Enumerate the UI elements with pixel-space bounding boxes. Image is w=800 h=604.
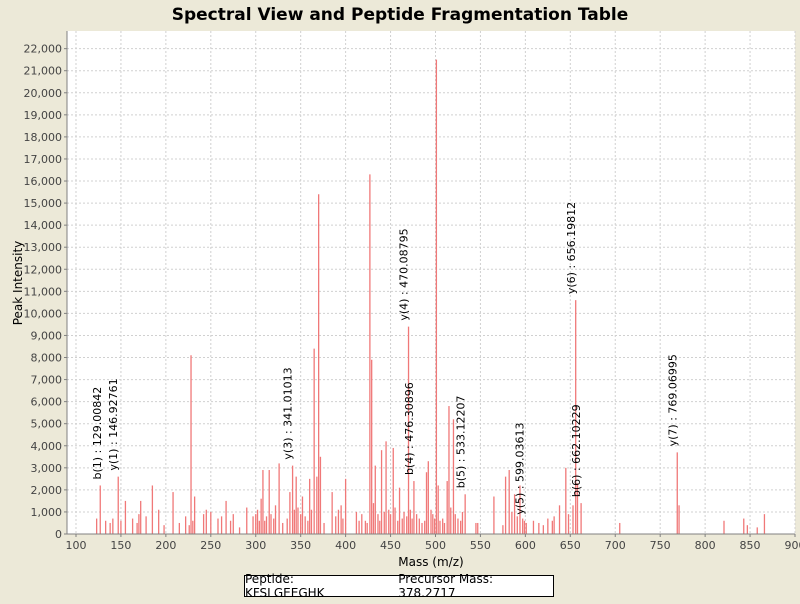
y-tick-label: 18,000 [24, 131, 63, 144]
peptide-label: Peptide: KFSLGEEGHK [245, 572, 376, 600]
peak-annotation: y(5) : 599.03613 [514, 422, 527, 514]
plot-area [67, 31, 795, 534]
x-tick-label: 900 [785, 539, 800, 552]
peak-annotation: b(4) : 476.30896 [403, 382, 416, 475]
y-tick-label: 15,000 [24, 197, 63, 210]
legend-box: Peptide: KFSLGEEGHK Precursor Mass: 378.… [244, 575, 554, 597]
peak-annotation: y(1) : 146.92761 [107, 378, 120, 470]
y-tick-label: 12,000 [24, 263, 63, 276]
y-tick-label: 7,000 [31, 374, 63, 387]
x-tick-label: 500 [425, 539, 446, 552]
y-tick-label: 11,000 [24, 285, 63, 298]
x-tick-label: 650 [560, 539, 581, 552]
x-tick-label: 750 [650, 539, 671, 552]
y-tick-label: 4,000 [31, 440, 63, 453]
x-tick-label: 450 [380, 539, 401, 552]
peak-annotation: y(6) : 656.19812 [565, 202, 578, 294]
x-tick-label: 350 [290, 539, 311, 552]
x-tick-label: 600 [515, 539, 536, 552]
y-tick-label: 20,000 [24, 87, 63, 100]
y-tick-label: 9,000 [31, 329, 63, 342]
x-axis-label: Mass (m/z) [398, 555, 463, 569]
y-tick-label: 6,000 [31, 396, 63, 409]
x-tick-label: 200 [155, 539, 176, 552]
y-tick-label: 10,000 [24, 307, 63, 320]
x-tick-label: 850 [740, 539, 761, 552]
y-tick-label: 14,000 [24, 219, 63, 232]
x-tick-label: 250 [200, 539, 221, 552]
y-tick-label: 17,000 [24, 153, 63, 166]
peak-annotation: b(1) : 129.00842 [91, 387, 104, 480]
y-tick-label: 0 [55, 528, 62, 541]
precursor-mass-label: Precursor Mass: 378.2717 [398, 572, 553, 600]
y-tick-label: 22,000 [24, 43, 63, 56]
chart-title: Spectral View and Peptide Fragmentation … [172, 5, 629, 25]
x-tick-label: 150 [110, 539, 131, 552]
peak-annotation: y(7) : 769.06995 [666, 354, 679, 446]
y-tick-label: 16,000 [24, 175, 63, 188]
x-tick-label: 550 [470, 539, 491, 552]
y-tick-label: 19,000 [24, 109, 63, 122]
x-tick-label: 100 [65, 539, 86, 552]
peak-annotation: y(3) : 341.01013 [282, 367, 295, 459]
y-tick-label: 3,000 [31, 462, 63, 475]
y-tick-label: 13,000 [24, 241, 63, 254]
x-tick-label: 700 [605, 539, 626, 552]
x-tick-label: 800 [695, 539, 716, 552]
y-axis-label: Peak Intensity [11, 241, 25, 326]
y-tick-label: 1,000 [31, 506, 63, 519]
y-tick-label: 2,000 [31, 484, 63, 497]
x-tick-label: 400 [335, 539, 356, 552]
y-tick-label: 5,000 [31, 418, 63, 431]
peak-annotation: y(4) : 470.08795 [398, 228, 411, 320]
y-tick-label: 21,000 [24, 65, 63, 78]
y-tick-label: 8,000 [31, 352, 63, 365]
peak-annotation: b(6) : 662.10229 [570, 404, 583, 497]
x-tick-label: 300 [245, 539, 266, 552]
peak-annotation: b(5) : 533.12207 [454, 396, 467, 489]
